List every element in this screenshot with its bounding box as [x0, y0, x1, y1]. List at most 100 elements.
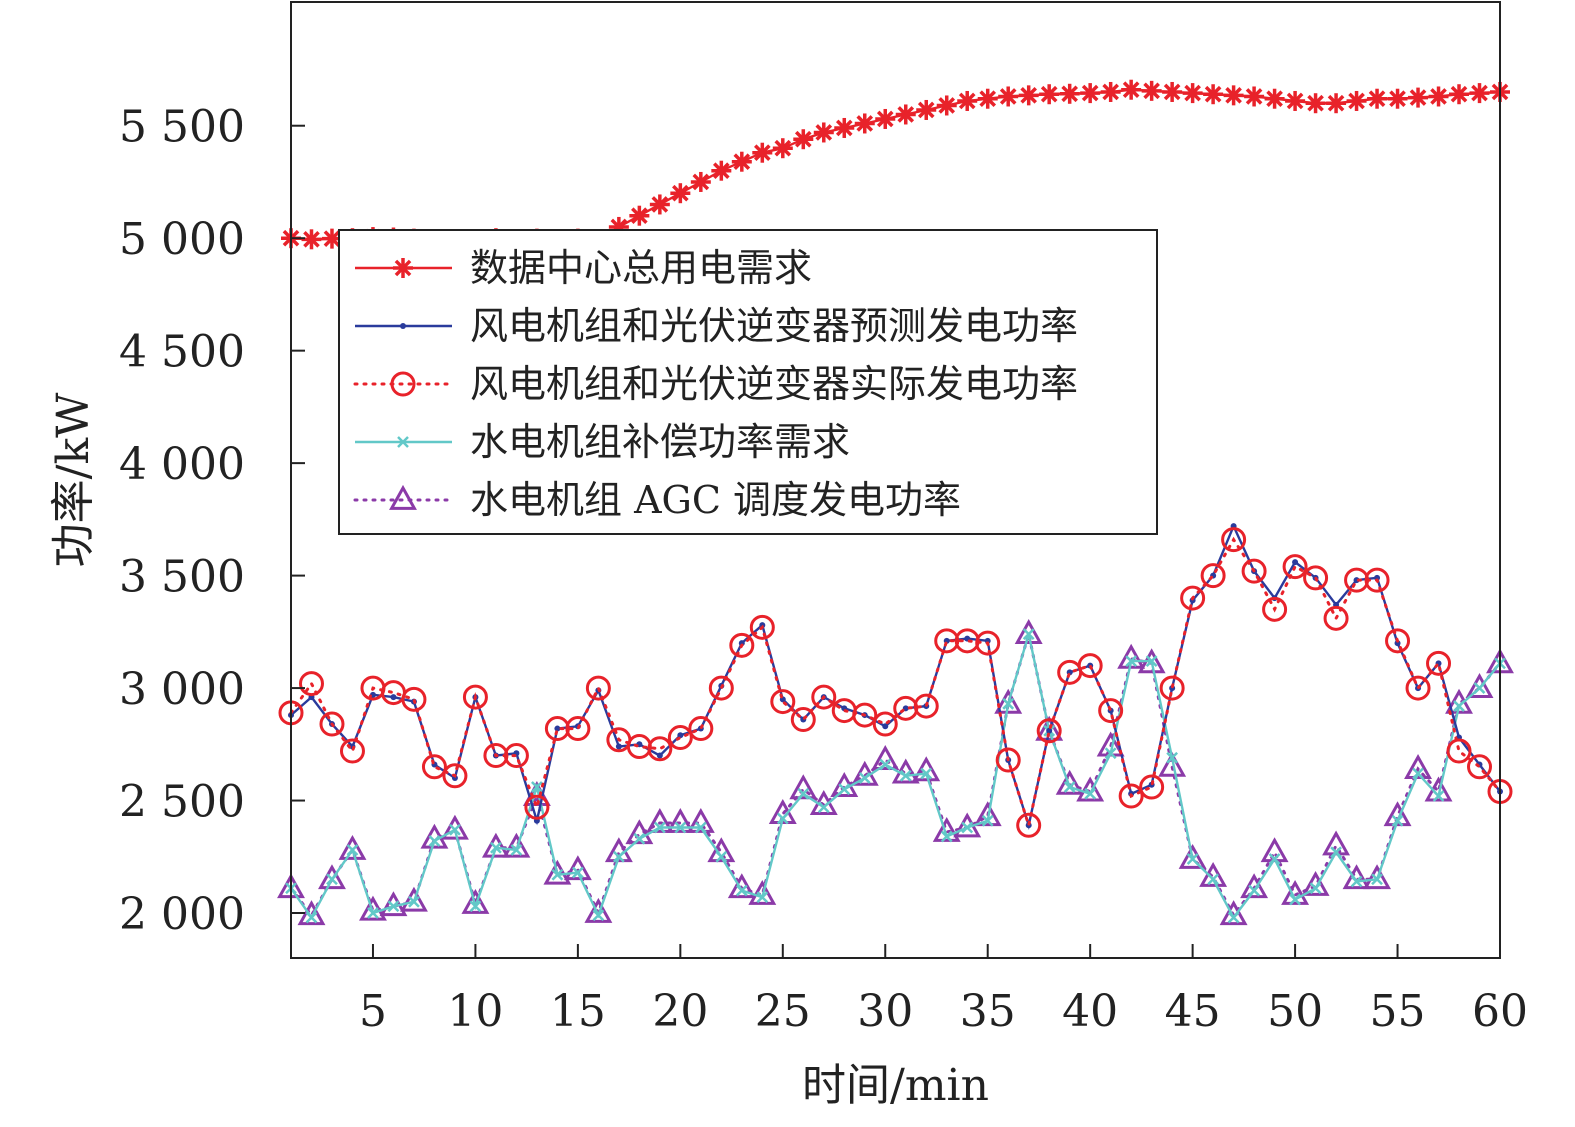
- circle-marker: [1098, 698, 1124, 724]
- asterisk-marker: [1080, 83, 1101, 104]
- y-tick-label: 4 500: [119, 327, 245, 378]
- asterisk-stroke: [651, 196, 669, 213]
- circle-marker: [749, 614, 775, 640]
- asterisk-stroke: [1286, 92, 1304, 110]
- asterisk-marker: [957, 90, 978, 111]
- asterisk-stroke: [1450, 85, 1468, 103]
- series-line: [290, 88, 1501, 242]
- circle-marker: [1262, 596, 1288, 622]
- asterisk-stroke: [631, 207, 648, 225]
- asterisk-marker: [1121, 79, 1142, 100]
- asterisk-marker: [752, 142, 773, 163]
- triangle-marker: [666, 807, 695, 833]
- asterisk-marker: [813, 122, 834, 143]
- x-stroke: [1063, 781, 1076, 793]
- legend-item: 数据中心总用电需求: [355, 246, 812, 290]
- triangle-marker: [563, 855, 592, 881]
- x-marker: [715, 850, 728, 863]
- asterisk-marker: [1182, 83, 1203, 104]
- x-stroke: [899, 769, 912, 782]
- triangle-marker: [789, 774, 818, 800]
- x-stroke: [346, 844, 359, 856]
- x-marker: [653, 821, 666, 834]
- x-stroke: [756, 891, 769, 904]
- asterisk-stroke: [856, 115, 874, 132]
- x-marker: [510, 844, 523, 856]
- x-stroke: [1309, 882, 1322, 895]
- asterisk-stroke: [1307, 94, 1324, 112]
- circle-marker: [729, 632, 755, 658]
- x-stroke: [1453, 700, 1465, 712]
- x-marker: [428, 835, 441, 847]
- x-marker: [1125, 655, 1138, 667]
- legend-label: 数据中心总用电需求: [470, 246, 812, 290]
- x-stroke: [1207, 873, 1220, 886]
- y-tick-label: 5 000: [119, 214, 245, 265]
- x-tick-label: 40: [1062, 986, 1118, 1037]
- x-marker: [1309, 882, 1322, 895]
- circle-marker: [1016, 812, 1042, 838]
- x-marker: [1432, 790, 1445, 802]
- x-stroke: [612, 850, 625, 863]
- x-marker: [449, 823, 461, 836]
- legend-box: [338, 229, 1158, 535]
- x-tick-label: 35: [960, 986, 1016, 1037]
- x-marker: [367, 907, 379, 919]
- circle-marker: [688, 716, 714, 742]
- asterisk-stroke: [897, 106, 915, 123]
- x-marker: [1084, 787, 1097, 800]
- asterisk-stroke: [713, 162, 730, 180]
- x-stroke: [510, 844, 523, 856]
- asterisk-stroke: [999, 88, 1017, 105]
- circle-marker: [1405, 675, 1431, 701]
- x-marker: [1022, 628, 1035, 640]
- triangle-marker: [994, 688, 1023, 714]
- x-marker: [305, 911, 318, 924]
- legend-item: 风电机组和光伏逆变器实际发电功率: [353, 362, 1078, 406]
- asterisk-stroke: [876, 110, 894, 128]
- circle-marker: [503, 743, 529, 769]
- x-stroke: [633, 832, 646, 845]
- circle-marker: [1077, 653, 1103, 679]
- x-stroke: [1473, 682, 1486, 694]
- y-tick-label: 4 000: [119, 439, 245, 490]
- circle-marker: [1159, 675, 1185, 701]
- circle-marker: [708, 675, 734, 701]
- x-marker: [858, 772, 871, 784]
- asterisk-marker: [1223, 85, 1244, 106]
- x-stroke: [858, 772, 871, 784]
- circle-marker: [524, 794, 550, 820]
- asterisk-stroke: [1430, 88, 1447, 105]
- x-tick-label: 50: [1267, 986, 1323, 1037]
- asterisk-stroke: [835, 119, 853, 137]
- asterisk-marker: [670, 183, 691, 204]
- x-stroke: [1391, 814, 1404, 827]
- x-stroke: [776, 812, 789, 825]
- asterisk-marker: [1100, 81, 1121, 102]
- x-marker: [1289, 893, 1301, 906]
- x-stroke: [1186, 853, 1199, 865]
- triangle-marker: [338, 834, 367, 860]
- x-stroke: [571, 866, 584, 879]
- dot-marker: [656, 752, 663, 759]
- asterisk-stroke: [303, 231, 320, 248]
- circle-marker: [770, 689, 796, 715]
- series-line: [290, 633, 1501, 920]
- x-marker: [612, 850, 625, 863]
- x-stroke: [797, 787, 810, 800]
- circle-marker: [483, 743, 509, 769]
- dot-marker: [390, 694, 397, 701]
- circle-marker: [913, 693, 939, 719]
- circle-marker: [872, 711, 898, 737]
- triangle-marker: [1158, 751, 1187, 777]
- circle-marker: [544, 716, 570, 742]
- asterisk-stroke: [1143, 82, 1160, 100]
- x-marker: [1207, 873, 1220, 886]
- asterisk-marker: [731, 151, 752, 172]
- circle-marker: [390, 371, 416, 397]
- x-marker: [1063, 781, 1076, 793]
- x-stroke: [879, 758, 892, 771]
- x-stroke: [1330, 846, 1342, 859]
- x-marker: [387, 900, 400, 913]
- asterisk-marker: [977, 88, 998, 109]
